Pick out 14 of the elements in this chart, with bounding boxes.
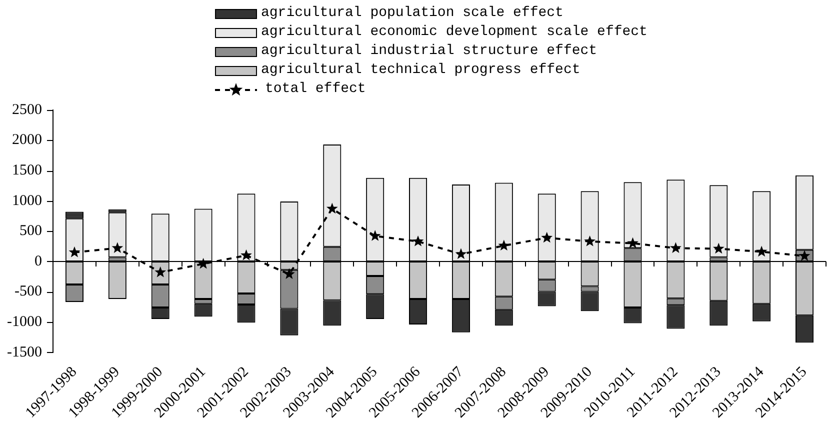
y-tick-label: 1000 [12, 192, 42, 209]
y-tick-label: -500 [14, 284, 42, 300]
legend-label: agricultural technical progress effect [261, 61, 580, 80]
legend-label: agricultural economic development scale effect [261, 23, 648, 42]
y-tick-label: 0 [34, 253, 42, 270]
legend-label: total effect [265, 80, 366, 99]
y-tick-label: 2500 [12, 102, 42, 118]
legend-label: agricultural population scale effect [261, 4, 564, 23]
y-tick-label: 2000 [12, 132, 42, 148]
y-tick-label: 500 [19, 223, 42, 240]
y-tick-label: 1500 [12, 162, 42, 179]
legend-label: agricultural industrial structure effect [261, 42, 598, 61]
y-tick-label: -1000 [6, 314, 42, 330]
y-tick-label: -1500 [6, 344, 42, 360]
